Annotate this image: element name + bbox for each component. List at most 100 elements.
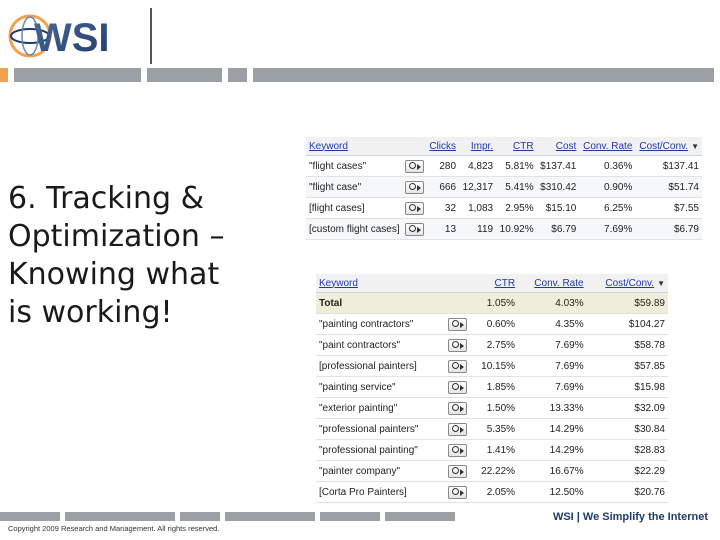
cost-per-conv-cell: $28.83	[586, 439, 668, 461]
wsi-logo: WSI	[6, 6, 156, 64]
keyword-stats-table-flight-cases: Keyword Clicks Impr. CTR Cost Conv. Rate…	[306, 137, 702, 240]
keyword-details-cell	[446, 460, 469, 482]
conv-rate-cell: 14.29%	[518, 439, 587, 461]
table-header-row: Keyword Clicks Impr. CTR Cost Conv. Rate…	[306, 137, 702, 156]
impressions-cell: 119	[459, 218, 497, 240]
magnifier-icon[interactable]	[448, 443, 468, 457]
keyword-details-cell	[403, 197, 426, 219]
sort-desc-icon[interactable]: ▼	[657, 278, 665, 288]
magnifier-icon[interactable]	[448, 485, 468, 499]
keyword-cell: "painting contractors"	[316, 313, 447, 335]
column-header-keyword[interactable]: Keyword	[316, 274, 469, 293]
ctr-cell: 22.22%	[468, 460, 519, 482]
keyword-details-cell	[403, 155, 426, 177]
column-header-cost[interactable]: Cost	[536, 137, 580, 156]
table-row: "paint contractors" 2.75% 7.69% $58.78	[316, 334, 668, 356]
keyword-cell: "flight case"	[306, 176, 404, 198]
conv-rate-cell: 0.36%	[579, 155, 636, 177]
keyword-details-cell	[446, 376, 469, 398]
magnifier-icon[interactable]	[448, 359, 468, 373]
column-header-clicks[interactable]: Clicks	[425, 137, 460, 156]
keyword-details-cell	[446, 439, 469, 461]
column-header-conv-rate[interactable]: Conv. Rate	[518, 274, 587, 293]
slide-title: 6. Tracking & Optimization – Knowing wha…	[8, 180, 268, 332]
clicks-cell: 666	[425, 176, 460, 198]
ctr-cell: 10.92%	[496, 218, 537, 240]
conv-rate-cell: 13.33%	[518, 397, 587, 419]
magnifier-icon[interactable]	[405, 180, 425, 194]
table-row: "professional painting" 1.41% 14.29% $28.83	[316, 439, 668, 461]
conv-rate-cell: 7.69%	[518, 334, 587, 356]
ctr-cell: 5.81%	[496, 155, 537, 177]
column-header-impressions[interactable]: Impr.	[459, 137, 497, 156]
keyword-details-cell	[403, 218, 426, 240]
table-total-row: Total 1.05% 4.03% $59.89	[316, 292, 668, 314]
magnifier-icon[interactable]	[405, 201, 425, 215]
total-ctr: 1.05%	[468, 292, 519, 314]
keyword-cell: [custom flight cases]	[306, 218, 404, 240]
slide-title-line: Knowing what	[8, 257, 220, 292]
keyword-details-cell	[446, 313, 469, 335]
keyword-cell: [flight cases]	[306, 197, 404, 219]
keyword-cell: "painter company"	[316, 460, 447, 482]
table-row: [Corta Pro Painters] 2.05% 12.50% $20.76	[316, 481, 668, 503]
magnifier-icon[interactable]	[405, 159, 425, 173]
accent-bar-orange	[0, 68, 8, 82]
column-header-cost-per-conv[interactable]: Cost/Conv. ▼	[586, 274, 668, 293]
table-row: [professional painters] 10.15% 7.69% $57.85	[316, 355, 668, 377]
conv-rate-cell: 7.69%	[518, 376, 587, 398]
cost-per-conv-cell: $15.98	[586, 376, 668, 398]
ctr-cell: 5.41%	[496, 176, 537, 198]
clicks-cell: 32	[425, 197, 460, 219]
cost-per-conv-cell: $32.09	[586, 397, 668, 419]
conv-rate-cell: 7.69%	[518, 355, 587, 377]
cost-per-conv-cell: $22.29	[586, 460, 668, 482]
magnifier-icon[interactable]	[448, 338, 468, 352]
magnifier-icon[interactable]	[448, 401, 468, 415]
total-conv-rate: 4.03%	[518, 292, 587, 314]
ctr-cell: 1.50%	[468, 397, 519, 419]
cost-per-conv-cell: $137.41	[635, 155, 702, 177]
magnifier-icon[interactable]	[405, 222, 425, 236]
table-row: "painter company" 22.22% 16.67% $22.29	[316, 460, 668, 482]
keyword-cell: [Corta Pro Painters]	[316, 481, 447, 503]
column-header-cost-per-conv[interactable]: Cost/Conv. ▼	[635, 137, 702, 156]
slide-title-line: is working!	[8, 295, 173, 330]
ctr-cell: 2.75%	[468, 334, 519, 356]
column-header-ctr[interactable]: CTR	[468, 274, 519, 293]
cost-per-conv-cell: $57.85	[586, 355, 668, 377]
footer-tagline: WSI | We Simplify the Internet	[552, 511, 708, 523]
table-row: [custom flight cases] 13 119 10.92% $6.79 7.6…	[306, 218, 702, 240]
magnifier-icon[interactable]	[448, 380, 468, 394]
ctr-cell: 10.15%	[468, 355, 519, 377]
magnifier-icon[interactable]	[448, 422, 468, 436]
total-label: Total	[316, 292, 469, 314]
ctr-cell: 1.41%	[468, 439, 519, 461]
column-header-conv-rate[interactable]: Conv. Rate	[579, 137, 636, 156]
cost-per-conv-label: Cost/Conv.	[639, 140, 689, 152]
keyword-details-cell	[446, 355, 469, 377]
table-row: "painting contractors" 0.60% 4.35% $104.27	[316, 313, 668, 335]
column-header-keyword[interactable]: Keyword	[306, 137, 426, 156]
cost-per-conv-cell: $104.27	[586, 313, 668, 335]
keyword-cell: [professional painters]	[316, 355, 447, 377]
cost-per-conv-cell: $20.76	[586, 481, 668, 503]
cost-per-conv-cell: $6.79	[635, 218, 702, 240]
magnifier-icon[interactable]	[448, 464, 468, 478]
sort-desc-icon[interactable]: ▼	[691, 141, 699, 151]
conv-rate-cell: 6.25%	[579, 197, 636, 219]
table-row: "painting service" 1.85% 7.69% $15.98	[316, 376, 668, 398]
conv-rate-cell: 4.35%	[518, 313, 587, 335]
magnifier-icon[interactable]	[448, 317, 468, 331]
ctr-cell: 0.60%	[468, 313, 519, 335]
footer-accent-bar	[0, 512, 720, 521]
total-cost-per-conv: $59.89	[586, 292, 668, 314]
header-accent-bar	[0, 68, 720, 82]
column-header-ctr[interactable]: CTR	[496, 137, 537, 156]
table-row: "flight case" 666 12,317 5.41% $310.42 0.90% $…	[306, 176, 702, 198]
keyword-details-cell	[446, 481, 469, 503]
cost-cell: $310.42	[536, 176, 580, 198]
keyword-details-cell	[446, 418, 469, 440]
cost-per-conv-cell: $7.55	[635, 197, 702, 219]
ctr-cell: 2.95%	[496, 197, 537, 219]
